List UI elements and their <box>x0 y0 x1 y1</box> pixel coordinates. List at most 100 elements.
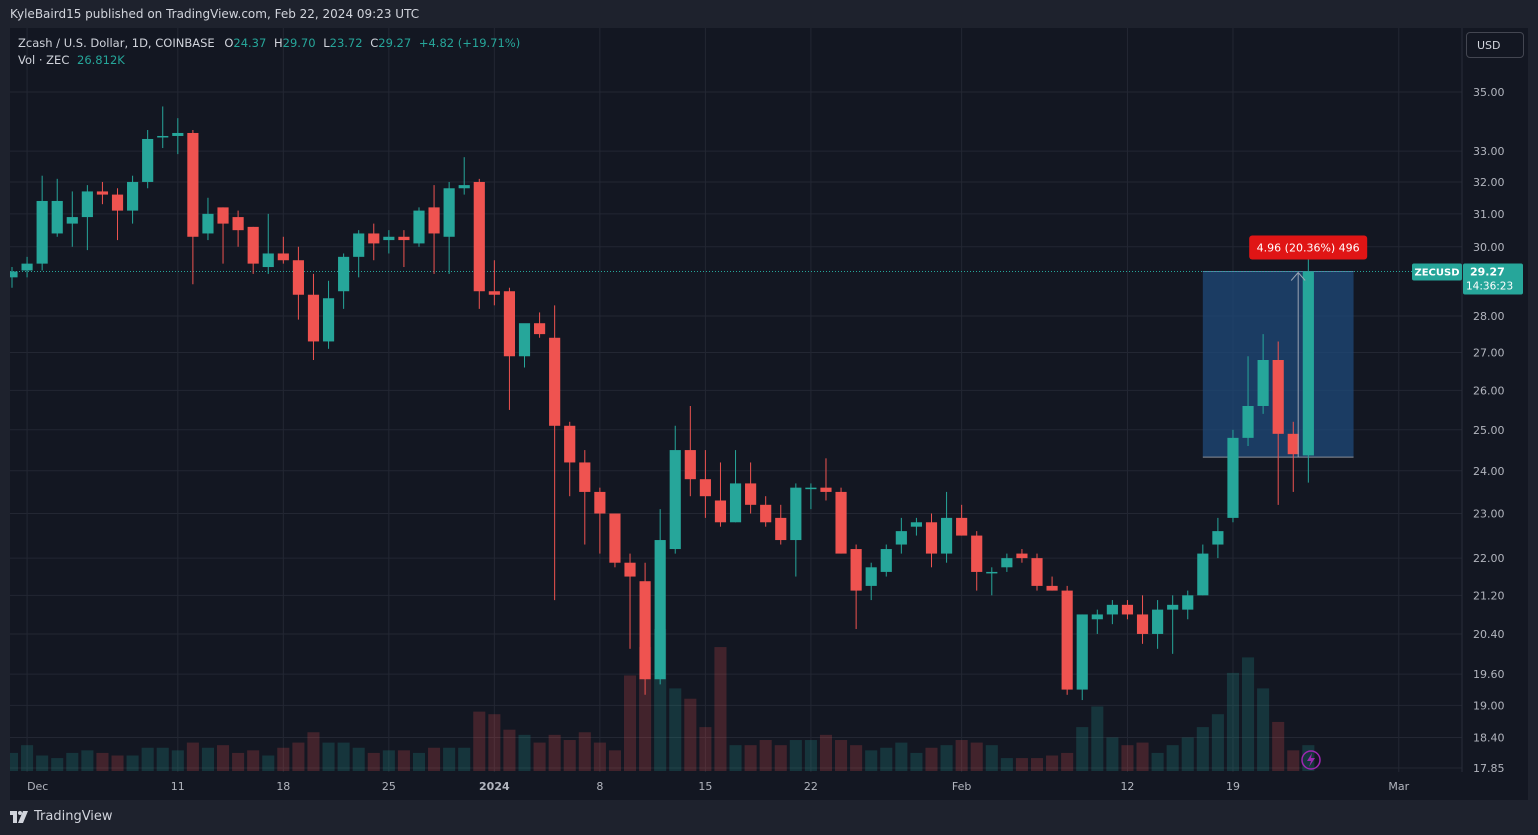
price-tick-label: 26.00 <box>1473 384 1505 397</box>
volume-bar <box>337 742 350 771</box>
candle-body <box>488 291 500 295</box>
lightning-icon[interactable] <box>1301 750 1321 770</box>
volume-bar <box>36 755 49 771</box>
candle-body <box>865 567 877 586</box>
tradingview-logo-icon <box>10 810 28 823</box>
volume-label[interactable]: Vol · ZEC <box>18 53 70 67</box>
time-tick-label: 18 <box>276 780 290 793</box>
candle-body <box>1302 271 1314 456</box>
price-tick-label: 30.00 <box>1473 241 1505 254</box>
price-axis: 35.00 33.00 32.00 31.00 30.00 28.00 27.00 26.00… <box>1461 28 1523 775</box>
close-value: 29.27 <box>378 36 412 50</box>
volume-bar <box>1181 737 1194 771</box>
candle-body <box>910 522 922 527</box>
candle-body <box>986 571 998 574</box>
price-tick-label: 18.40 <box>1473 732 1505 745</box>
volume-bar <box>1091 706 1104 771</box>
volume-bar <box>1196 727 1209 771</box>
price-tick-label: 25.00 <box>1473 424 1505 437</box>
volume-bar <box>925 747 938 771</box>
time-tick-label: Feb <box>952 780 971 793</box>
close-label: C <box>370 36 379 50</box>
volume-bar <box>895 742 908 771</box>
volume-bar <box>1211 714 1224 771</box>
footer-bar: TradingView <box>0 800 1538 835</box>
price-tick-label: 21.20 <box>1473 589 1505 602</box>
volume-bar <box>156 747 169 771</box>
price-tick-label: 31.00 <box>1473 208 1505 221</box>
low-value: 23.72 <box>329 36 363 50</box>
volume-bar <box>1166 745 1179 771</box>
publish-header: KyleBaird15 published on TradingView.com… <box>0 0 1538 28</box>
candle-body <box>579 462 591 492</box>
volume-bar <box>774 745 787 771</box>
volume-bar <box>819 734 833 771</box>
volume-bar <box>1257 688 1270 771</box>
volume-bar <box>352 747 365 771</box>
candle-body <box>639 581 651 680</box>
candle-body <box>307 294 320 342</box>
volume-bar <box>1287 750 1300 771</box>
candle-body <box>775 517 787 541</box>
candle-body <box>353 233 365 257</box>
candle-body <box>971 535 983 572</box>
candle-body <box>443 188 455 237</box>
volume-bar <box>443 747 456 771</box>
candle-body <box>1121 604 1134 615</box>
candle-body <box>247 226 259 264</box>
volume-bar <box>744 745 757 771</box>
candle-body <box>322 298 335 342</box>
volume-bar <box>412 752 426 771</box>
candle-body <box>714 500 727 523</box>
candle-body <box>790 487 802 541</box>
volume-value: 26.812K <box>77 53 125 67</box>
candle-body <box>1227 437 1239 518</box>
candle-body <box>1272 359 1284 434</box>
volume-bar <box>1226 672 1239 771</box>
candle-body <box>202 213 214 234</box>
volume-bar <box>789 740 802 771</box>
volume-bar <box>21 745 34 771</box>
candle-body <box>1212 531 1224 545</box>
candle-body <box>534 323 546 335</box>
symbol-description[interactable]: Zcash / U.S. Dollar, 1D, COINBASE <box>18 36 215 50</box>
volume-bar <box>428 747 441 771</box>
volume-bar <box>518 734 531 771</box>
currency-button[interactable]: USD <box>1466 32 1524 58</box>
price-tick-label: 35.00 <box>1473 86 1505 99</box>
volume-bar <box>397 750 410 771</box>
tradingview-logo[interactable]: TradingView <box>10 809 113 824</box>
plot-area <box>10 106 1462 771</box>
volume-bar <box>217 745 230 771</box>
volume-bar <box>563 740 576 771</box>
volume-bar <box>850 745 863 771</box>
volume-bar <box>1121 745 1134 771</box>
volume-bar <box>66 752 79 771</box>
volume-bar <box>473 711 486 771</box>
time-tick-label: 22 <box>804 780 818 793</box>
volume-bar <box>699 727 712 771</box>
candle-body <box>66 217 78 224</box>
price-tick-label: 24.00 <box>1473 465 1505 478</box>
candle-body <box>684 450 696 480</box>
time-tick-label: 15 <box>698 780 712 793</box>
candle-body <box>624 562 636 577</box>
candle-body <box>383 236 395 241</box>
candle-body <box>398 236 410 241</box>
candle-body <box>277 253 289 261</box>
candle-body <box>549 337 561 426</box>
volume-bar <box>533 742 546 771</box>
price-tick-label: 28.00 <box>1473 310 1505 323</box>
candle-body <box>1046 585 1058 591</box>
volume-bar <box>910 752 923 771</box>
candle-body <box>111 194 124 211</box>
volume-bar <box>865 750 878 771</box>
candle-body <box>51 200 63 234</box>
candle-body <box>669 450 681 550</box>
volume-bar <box>729 745 742 771</box>
measure-label-text: 4.96 (20.36%) 496 <box>1257 241 1360 254</box>
volume-bar <box>292 742 305 771</box>
volume-bar <box>1015 758 1028 771</box>
candle-body <box>1242 405 1254 438</box>
